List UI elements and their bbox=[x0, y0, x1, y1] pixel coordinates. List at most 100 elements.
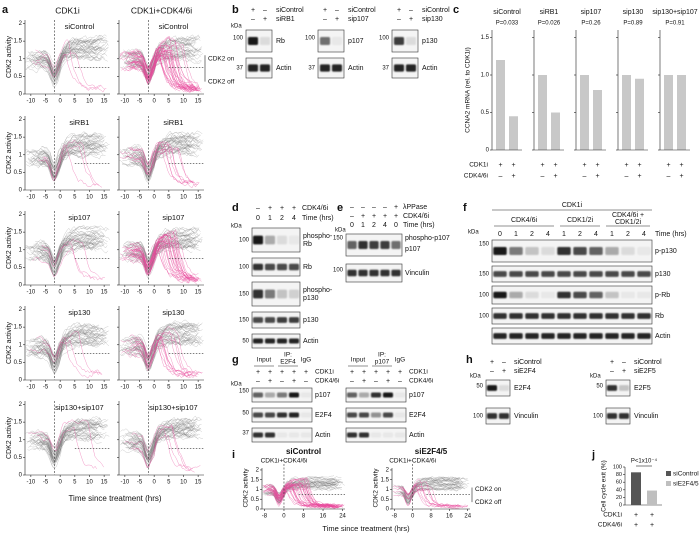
condition-label: siControl bbox=[514, 359, 542, 366]
x-tick-label: 5 bbox=[73, 385, 77, 391]
x-tick-label: 0 bbox=[282, 514, 286, 520]
trace bbox=[28, 419, 104, 468]
group-label: CDK1/2i bbox=[567, 217, 594, 224]
sign: – bbox=[361, 204, 365, 211]
y-tick-label: 1.5 bbox=[14, 230, 23, 236]
x-tick-label: 15 bbox=[195, 385, 202, 391]
p-value: P=0.026 bbox=[538, 21, 561, 27]
trace bbox=[27, 325, 109, 370]
protein-label: Actin bbox=[315, 432, 331, 439]
band bbox=[264, 263, 276, 271]
x-tick-label: 0 bbox=[411, 514, 415, 520]
group-label: CDK1/2i bbox=[615, 219, 642, 226]
kda-label: kDa bbox=[231, 224, 242, 230]
x-tick-label: 0 bbox=[153, 195, 157, 201]
band bbox=[525, 247, 539, 255]
trace bbox=[125, 36, 200, 92]
p-value: P=0.89 bbox=[623, 21, 643, 27]
protein-label: E2F4 bbox=[315, 412, 332, 419]
trace bbox=[40, 425, 98, 466]
band bbox=[347, 269, 357, 277]
condition-label: siControl bbox=[634, 359, 662, 366]
condition-label: sip130+sip107 bbox=[149, 403, 198, 412]
sign: + bbox=[634, 522, 638, 529]
x-tick-label: 0 bbox=[153, 99, 157, 105]
panel-letter: d bbox=[232, 202, 239, 214]
trace bbox=[129, 240, 195, 280]
x-tick-label: 15 bbox=[101, 385, 108, 391]
lane-label: 4 bbox=[383, 222, 387, 229]
trace bbox=[122, 421, 192, 451]
sign: + bbox=[502, 368, 506, 375]
marker-label: 37 bbox=[382, 66, 389, 72]
group-label: CDK4/6i + bbox=[612, 212, 644, 219]
sign: – bbox=[397, 16, 401, 23]
blot bbox=[605, 379, 631, 397]
sign: + bbox=[292, 205, 296, 212]
protein-label: E2F4 bbox=[514, 385, 531, 392]
sign: + bbox=[610, 359, 614, 366]
y-tick-label: 0.5 bbox=[14, 360, 23, 366]
header: IgG bbox=[301, 357, 311, 364]
p-value: P=0.26 bbox=[581, 21, 601, 27]
band bbox=[247, 64, 259, 72]
protein-label: phospho- bbox=[303, 233, 333, 240]
lane-label: 2 bbox=[530, 231, 534, 238]
trace bbox=[128, 417, 198, 461]
bar bbox=[664, 75, 673, 150]
trace bbox=[36, 330, 110, 367]
x-tick-label: -10 bbox=[27, 480, 36, 486]
trace bbox=[132, 424, 192, 471]
y-axis-label: CDK2 activity bbox=[243, 468, 250, 508]
sign: – bbox=[622, 359, 626, 366]
y-tick-label: 0.5 bbox=[14, 265, 23, 271]
marker-label: 100 bbox=[305, 36, 316, 42]
legend-swatch bbox=[666, 471, 671, 476]
blot bbox=[605, 407, 631, 425]
header: p107 bbox=[375, 359, 390, 366]
trace bbox=[24, 231, 105, 265]
protein-label: Rb bbox=[303, 241, 312, 248]
x-tick-label: 10 bbox=[86, 290, 93, 296]
trace bbox=[40, 424, 108, 463]
band bbox=[637, 313, 651, 319]
sign: + bbox=[304, 369, 308, 376]
band bbox=[380, 241, 390, 249]
sign: – bbox=[499, 173, 503, 180]
x-tick-label: 10 bbox=[86, 480, 93, 486]
trace bbox=[126, 424, 201, 448]
blot bbox=[491, 239, 653, 263]
sign: + bbox=[268, 369, 272, 376]
sign: + bbox=[511, 162, 515, 169]
treatment-label: CDK1i bbox=[409, 369, 428, 376]
row-label: CDK4/6i bbox=[403, 213, 430, 220]
band bbox=[300, 412, 312, 418]
protein-label: p-Rb bbox=[655, 292, 670, 299]
trace bbox=[124, 234, 199, 280]
band bbox=[637, 333, 651, 339]
x-tick-label: 15 bbox=[101, 480, 108, 486]
x-tick-label: 5 bbox=[73, 480, 77, 486]
sign: – bbox=[372, 204, 376, 211]
bar bbox=[496, 60, 505, 150]
sign: + bbox=[511, 173, 515, 180]
sign: + bbox=[398, 369, 402, 376]
trace bbox=[127, 37, 201, 90]
band bbox=[369, 269, 379, 277]
sign: – bbox=[541, 173, 545, 180]
trace bbox=[129, 326, 202, 374]
band bbox=[252, 289, 264, 299]
marker-label: 100 bbox=[479, 293, 490, 299]
trace bbox=[129, 238, 196, 280]
trace bbox=[129, 238, 190, 283]
y-axis-label: CCNA2 mRNA (rel. to CDK1i) bbox=[465, 47, 472, 133]
p-value: P=0.91 bbox=[665, 21, 685, 27]
trace bbox=[127, 54, 197, 90]
row-label: Time (hrs) bbox=[302, 215, 334, 222]
band bbox=[288, 412, 300, 418]
band bbox=[391, 241, 401, 249]
x-tick-label: -10 bbox=[121, 99, 130, 105]
trace bbox=[26, 139, 105, 169]
band bbox=[541, 313, 555, 319]
x-tick-label: 10 bbox=[86, 195, 93, 201]
